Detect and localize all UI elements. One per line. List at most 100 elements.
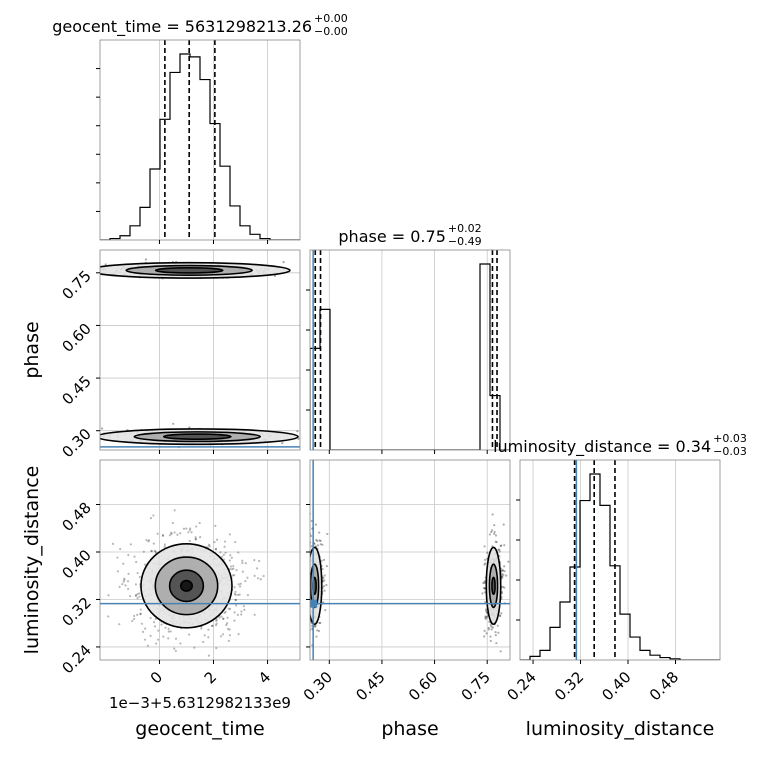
sample-point [308, 581, 310, 583]
sample-point [256, 577, 260, 580]
sample-point [491, 626, 494, 629]
sample-point [157, 629, 160, 632]
sample-point [92, 432, 94, 434]
sample-point [126, 587, 130, 591]
sample-point [253, 559, 256, 562]
x-tick-label: 0.30 [300, 668, 336, 704]
sample-point [143, 563, 147, 566]
sample-point [486, 551, 489, 554]
sample-point [495, 541, 498, 544]
sample-point [491, 513, 494, 516]
sample-point [308, 592, 310, 594]
histogram-bar [240, 226, 250, 240]
sample-point [307, 595, 309, 597]
sample-point [145, 538, 148, 542]
sample-point [200, 627, 203, 630]
sample-point [483, 545, 486, 548]
panel-title-main: geocent_time = 5631298213.26 [52, 17, 312, 37]
histogram-bar [170, 72, 180, 240]
sample-point [161, 533, 165, 537]
contour-line [133, 431, 262, 443]
sample-point [224, 551, 227, 554]
sample-point [241, 570, 244, 573]
sample-point [325, 583, 328, 587]
sample-point [170, 532, 173, 535]
sample-point [222, 617, 225, 620]
sample-point [198, 521, 201, 525]
sample-point [498, 548, 501, 551]
x-tick-label: 4 [255, 668, 274, 687]
sample-point [133, 614, 136, 618]
sample-point [194, 536, 197, 539]
sample-point [281, 442, 284, 445]
sample-point [483, 558, 487, 561]
sample-point [305, 268, 307, 270]
contour-line [140, 543, 233, 629]
sample-point [116, 556, 119, 559]
sample-point [231, 574, 234, 577]
histogram-bar [590, 474, 600, 660]
contour-line [162, 433, 232, 441]
sample-point [503, 570, 506, 573]
sample-point [259, 578, 262, 581]
sample-point [307, 596, 309, 598]
sample-point [498, 550, 501, 553]
y-tick-label: 0.45 [58, 372, 94, 408]
sample-point [485, 616, 488, 619]
sample-point [241, 559, 244, 562]
x-tick-label: 0.40 [598, 668, 634, 704]
histogram-bar [230, 206, 240, 240]
sample-point [500, 612, 503, 615]
sample-point [323, 574, 326, 577]
x-tick-label: 0.32 [551, 668, 587, 704]
sample-point [124, 584, 127, 587]
sample-point [307, 577, 309, 579]
sample-point [498, 614, 501, 617]
sample-point [500, 574, 504, 578]
sample-point [136, 571, 139, 575]
sample-point [234, 598, 237, 602]
contour-line [179, 579, 194, 592]
sample-point [133, 555, 136, 558]
grid [310, 460, 510, 660]
sample-point [136, 592, 139, 596]
sample-point [488, 533, 491, 536]
sample-point [127, 553, 130, 557]
axes-frame [99, 249, 301, 451]
density-contour [155, 267, 223, 273]
sample-point [258, 559, 261, 563]
hist-group [310, 250, 510, 450]
sample-point [229, 554, 232, 557]
sample-point [239, 582, 242, 585]
x-tick-label: 2 [201, 668, 220, 687]
sample-point [317, 629, 321, 633]
histogram-bar [480, 264, 490, 450]
sample-point [246, 576, 249, 579]
sample-point [139, 613, 142, 616]
sample-point [262, 574, 265, 578]
sample-point [497, 631, 500, 634]
sample-point [111, 542, 115, 546]
sample-point [136, 597, 139, 600]
sample-point [237, 551, 240, 554]
sample-point [314, 624, 317, 627]
sample-point [322, 558, 326, 561]
sample-point [42, 273, 44, 275]
sample-point [282, 261, 285, 264]
sample-point [215, 619, 218, 622]
sample-point [493, 532, 496, 535]
sample-point [319, 543, 322, 546]
sample-point [123, 577, 126, 580]
sample-point [215, 622, 218, 625]
sample-point [493, 530, 496, 534]
sample-point [499, 614, 502, 618]
sample-point [223, 545, 226, 548]
sample-point [215, 538, 219, 541]
sample-point [97, 267, 99, 269]
sample-point [236, 613, 239, 616]
sample-point [227, 607, 230, 610]
sample-point [218, 616, 221, 619]
sample-point [122, 562, 125, 565]
x-tick-label: 0.48 [646, 668, 682, 704]
sample-point [322, 585, 326, 588]
